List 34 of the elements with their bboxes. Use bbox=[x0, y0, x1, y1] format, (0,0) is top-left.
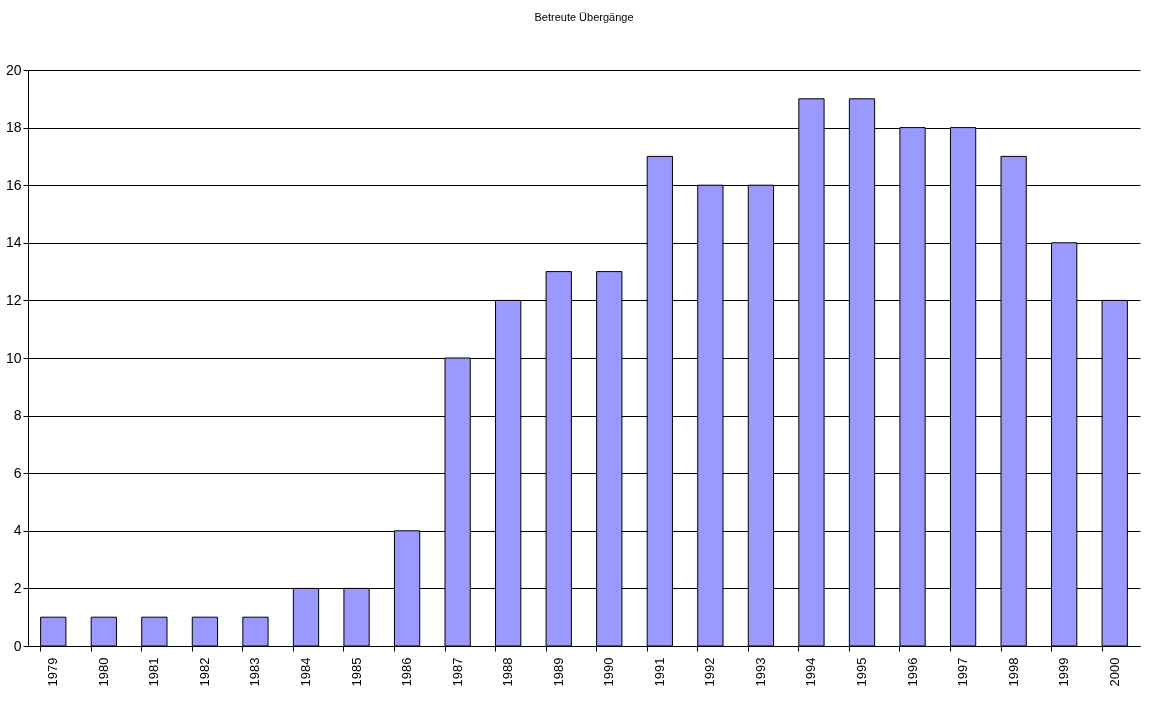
y-tick-label: 6 bbox=[13, 464, 22, 481]
x-tick-label: 1983 bbox=[247, 657, 263, 687]
x-tick-label: 1984 bbox=[298, 657, 313, 687]
y-tick-label: 2 bbox=[13, 579, 22, 596]
x-tick-label: 1996 bbox=[904, 657, 920, 687]
y-tick-label: 16 bbox=[5, 176, 22, 193]
y-tick-label: 4 bbox=[13, 522, 22, 539]
x-tick-label: 1986 bbox=[399, 657, 415, 687]
x-tick-label: 2000 bbox=[1106, 657, 1122, 687]
y-tick-label: 18 bbox=[5, 119, 22, 136]
x-tick-label: 1999 bbox=[1056, 657, 1072, 687]
x-tick-label: 1998 bbox=[1005, 657, 1021, 687]
y-tick-label: 0 bbox=[13, 637, 22, 654]
y-tick-label: 8 bbox=[13, 407, 22, 424]
chart-title: Betreute Übergänge bbox=[534, 11, 634, 23]
x-tick-label: 1989 bbox=[550, 657, 566, 687]
y-tick-label: 12 bbox=[5, 291, 22, 308]
x-tick-label: 1991 bbox=[651, 657, 667, 687]
x-tick-label: 1982 bbox=[196, 657, 212, 687]
x-tick-label: 1995 bbox=[854, 657, 869, 687]
x-tick-label: 1994 bbox=[803, 657, 819, 687]
x-tick-label: 1988 bbox=[500, 657, 516, 687]
x-tick-label: 1979 bbox=[45, 657, 61, 687]
x-tick-label: 1981 bbox=[146, 657, 162, 687]
y-tick-label: 14 bbox=[5, 234, 22, 251]
x-tick-label: 1980 bbox=[95, 657, 111, 687]
x-tick-label: 1987 bbox=[449, 657, 465, 687]
x-tick-label: 1992 bbox=[702, 657, 718, 687]
x-tick-label: 1997 bbox=[955, 657, 971, 687]
y-tick-label: 10 bbox=[5, 349, 22, 366]
x-tick-label: 1985 bbox=[348, 657, 364, 687]
y-tick-label: 20 bbox=[5, 61, 22, 78]
x-tick-label: 1990 bbox=[601, 657, 617, 687]
x-tick-label: 1993 bbox=[752, 657, 768, 687]
